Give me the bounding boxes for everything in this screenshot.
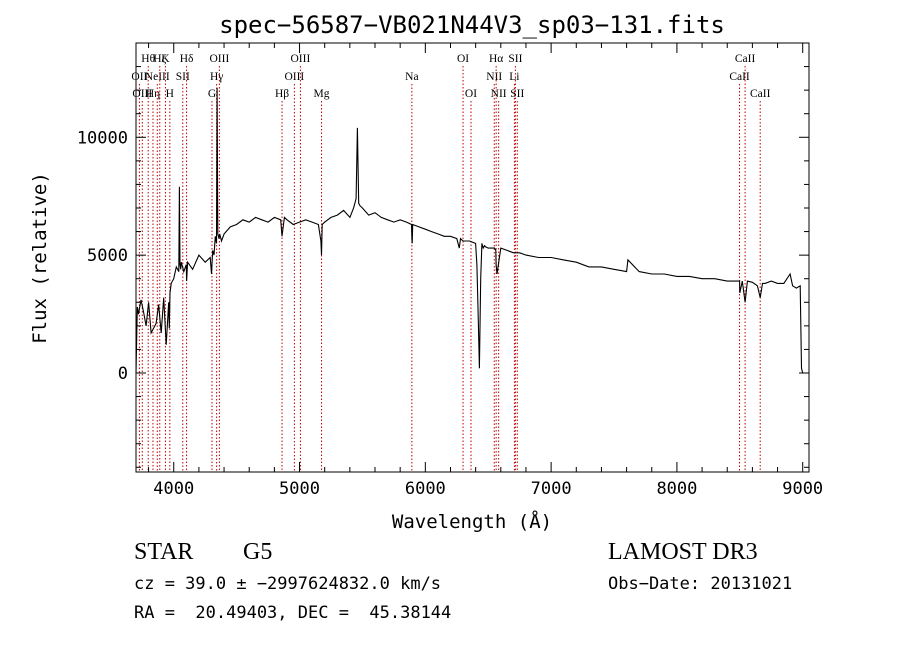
marker-label: OIII (284, 71, 304, 83)
marker-label: Hζ (153, 53, 166, 65)
marker-label: K (161, 53, 170, 65)
marker-label: OIII (132, 88, 152, 100)
redshift-line: cz = 39.0 ± −2997624832.0 km/s (134, 574, 442, 594)
marker-label: Hγ (210, 71, 223, 83)
y-tick-label: 0 (118, 364, 128, 384)
marker-label: SII (510, 88, 524, 100)
chart-title: spec−56587−VB021N44V3_sp03−131.fits (219, 11, 725, 39)
marker-label: SII (508, 53, 522, 65)
marker-label: OI (457, 53, 469, 65)
y-tick-label: 10000 (77, 128, 128, 148)
marker-label: NII (491, 88, 507, 100)
y-tick-label: 5000 (87, 246, 128, 266)
marker-label: Hη (146, 88, 160, 100)
axis-ticks: 4000 5000 6000 7000 8000 9000 0 5000 10000 (77, 42, 823, 499)
plot-frame (135, 42, 810, 473)
obs-date: Obs−Date: 20131021 (608, 574, 793, 594)
marker-label: CaII (729, 71, 750, 83)
x-tick-label: 6000 (405, 479, 446, 499)
marker-label: CaII (735, 53, 756, 65)
marker-label: Hβ (275, 88, 289, 100)
object-subclass: G5 (243, 539, 273, 565)
marker-label: NeIII (145, 71, 170, 83)
spectrum-line (135, 87, 804, 374)
y-axis-label: Flux (relative) (29, 172, 51, 344)
marker-label: OIII (210, 53, 230, 65)
x-tick-label: 8000 (656, 479, 697, 499)
coordinates: RA = 20.49403, DEC = 45.38144 (134, 603, 452, 623)
marker-label: Na (405, 71, 418, 83)
x-tick-label: 4000 (153, 479, 194, 499)
marker-label: G (208, 88, 216, 100)
marker-label: Hα (489, 53, 503, 65)
x-tick-label: 7000 (531, 479, 572, 499)
x-tick-label: 5000 (279, 479, 320, 499)
survey-label: LAMOST DR3 (608, 539, 758, 565)
marker-label: OIII (291, 53, 311, 65)
marker-label: Hθ (141, 53, 155, 65)
marker-label: OII (131, 71, 147, 83)
marker-label: SII (176, 71, 190, 83)
line-markers: OIIOIIIHθHηNeIIIHζKHSIIHδGHγOIIIHβOIIIOI… (131, 53, 771, 472)
marker-label: H (166, 88, 174, 100)
marker-label: Li (509, 71, 519, 83)
marker-label: CaII (750, 88, 771, 100)
x-axis-label: Wavelength (Å) (392, 510, 552, 533)
marker-label: Hδ (180, 53, 194, 65)
marker-label: Mg (314, 88, 330, 100)
marker-label: NII (486, 71, 502, 83)
x-tick-label: 9000 (782, 479, 823, 499)
object-class: STAR (134, 539, 194, 565)
marker-label: OI (465, 88, 477, 100)
